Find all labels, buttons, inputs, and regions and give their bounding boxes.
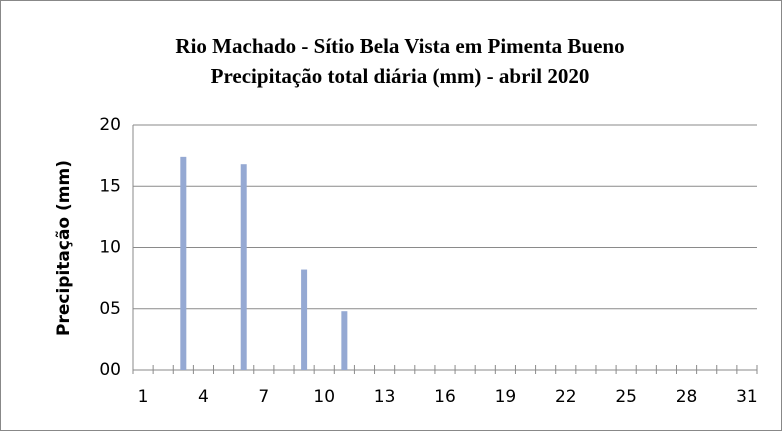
x-tick-label: 22 xyxy=(555,387,577,407)
y-tick-label: 00 xyxy=(99,360,121,380)
bar xyxy=(240,164,247,370)
x-tick-label: 7 xyxy=(258,387,269,407)
x-tick-label: 4 xyxy=(198,387,209,407)
x-tick-label: 25 xyxy=(615,387,637,407)
y-axis-label: Precipitação (mm) xyxy=(54,160,74,336)
x-tick-label: 10 xyxy=(313,387,335,407)
bar xyxy=(180,156,187,370)
bar xyxy=(341,311,348,370)
bar xyxy=(301,269,308,370)
x-tick-label: 28 xyxy=(676,387,698,407)
x-tick-label: 16 xyxy=(434,387,456,407)
x-tick-label: 1 xyxy=(138,387,149,407)
chart-title: Rio Machado - Sítio Bela Vista em Piment… xyxy=(175,34,624,58)
y-tick-label: 05 xyxy=(99,299,121,319)
y-tick-label: 20 xyxy=(99,115,121,135)
x-tick-label: 13 xyxy=(374,387,396,407)
x-tick-label: 31 xyxy=(736,387,758,407)
chart-subtitle: Precipitação total diária (mm) - abril 2… xyxy=(211,64,590,88)
x-tick-label: 19 xyxy=(495,387,517,407)
y-tick-label: 10 xyxy=(99,238,121,258)
y-tick-label: 15 xyxy=(99,176,121,196)
